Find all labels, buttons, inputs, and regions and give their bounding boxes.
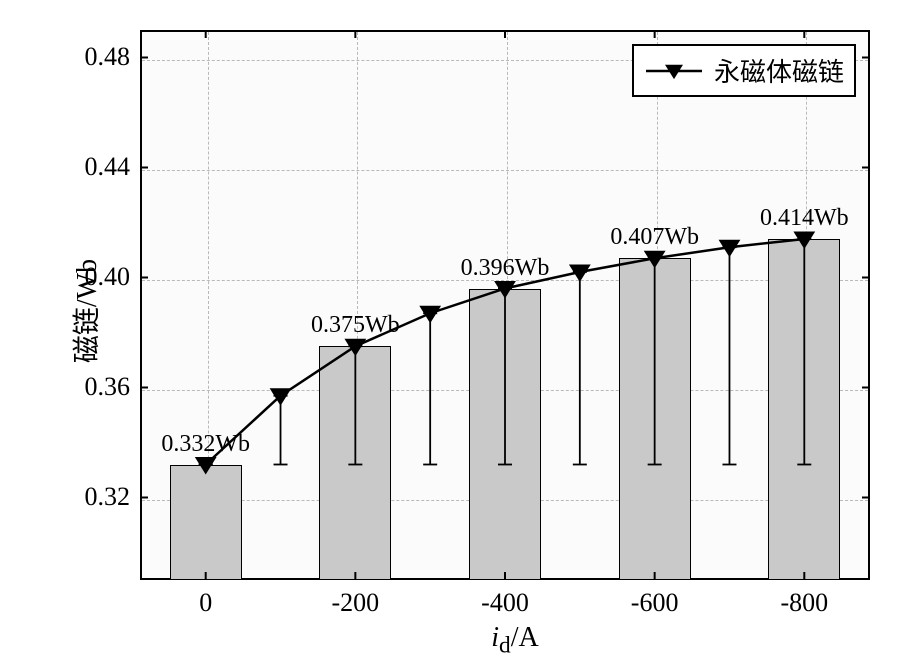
y-tick-label: 0.40 (85, 262, 131, 292)
bar (170, 465, 242, 581)
y-tick-label: 0.32 (85, 482, 131, 512)
x-tick-label: 0 (166, 588, 246, 618)
x-tick-label: -200 (315, 588, 395, 618)
legend-swatch (644, 61, 704, 81)
y-tick-label: 0.48 (85, 42, 131, 72)
bar-value-label: 0.396Wb (435, 255, 575, 282)
y-tick-label: 0.36 (85, 372, 131, 402)
bar-value-label: 0.375Wb (285, 312, 425, 339)
x-tick-label: -600 (615, 588, 695, 618)
bar (619, 258, 691, 580)
legend: 永磁体磁链 (632, 44, 856, 97)
bar (319, 346, 391, 580)
y-tick-label: 0.44 (85, 152, 131, 182)
bar-value-label: 0.332Wb (136, 431, 276, 458)
x-tick-label: -400 (465, 588, 545, 618)
legend-label: 永磁体磁链 (714, 52, 844, 89)
bar-value-label: 0.407Wb (585, 224, 725, 251)
bar (469, 289, 541, 581)
x-axis-title: id/A (465, 622, 565, 660)
grid-line-h (142, 170, 868, 171)
bar-value-label: 0.414Wb (734, 205, 874, 232)
chart-container: 磁链/Wb id/A 永磁体磁链 0.320.360.400.440.480-2… (0, 0, 907, 664)
bar (768, 239, 840, 580)
x-tick-label: -800 (764, 588, 844, 618)
